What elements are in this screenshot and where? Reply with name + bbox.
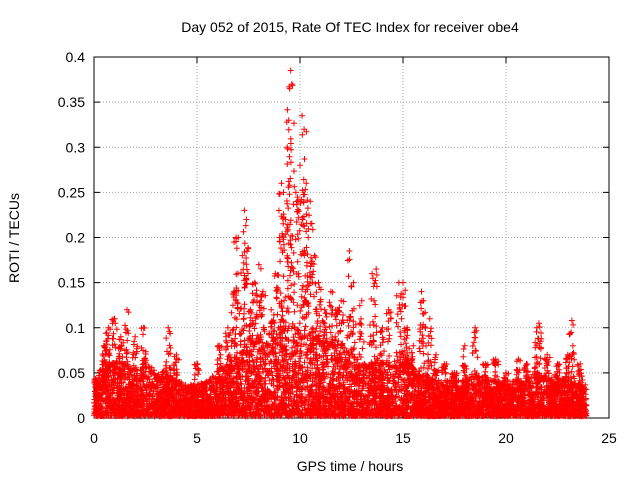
data-point (301, 359, 308, 366)
y-tick-label: 0.1 (66, 320, 86, 336)
data-points (91, 67, 590, 420)
data-point (295, 358, 302, 365)
data-point (292, 343, 299, 350)
y-tick-label: 0 (77, 410, 85, 426)
x-tick-label: 10 (292, 430, 308, 446)
x-tick-label: 25 (601, 430, 617, 446)
data-point (296, 353, 303, 360)
data-point (340, 379, 347, 386)
data-point (268, 380, 275, 387)
grid (94, 57, 609, 418)
y-ticks: 0 0.05 0.1 0.15 0.2 0.25 0.3 0.35 0.4 (58, 49, 609, 426)
x-tick-label: 0 (90, 430, 98, 446)
data-point (317, 337, 323, 344)
y-tick-label: 0.2 (66, 230, 86, 246)
y-tick-label: 0.3 (66, 139, 86, 155)
data-point (301, 327, 308, 334)
x-tick-label: 5 (193, 430, 201, 446)
data-point (150, 388, 157, 395)
x-tick-label: 15 (395, 430, 411, 446)
x-tick-label: 20 (498, 430, 514, 446)
y-tick-label: 0.35 (58, 94, 85, 110)
y-tick-label: 0.4 (66, 49, 86, 65)
y-tick-label: 0.25 (58, 184, 85, 200)
y-tick-label: 0.05 (58, 365, 85, 381)
data-point (142, 373, 149, 380)
y-tick-label: 0.15 (58, 275, 85, 291)
